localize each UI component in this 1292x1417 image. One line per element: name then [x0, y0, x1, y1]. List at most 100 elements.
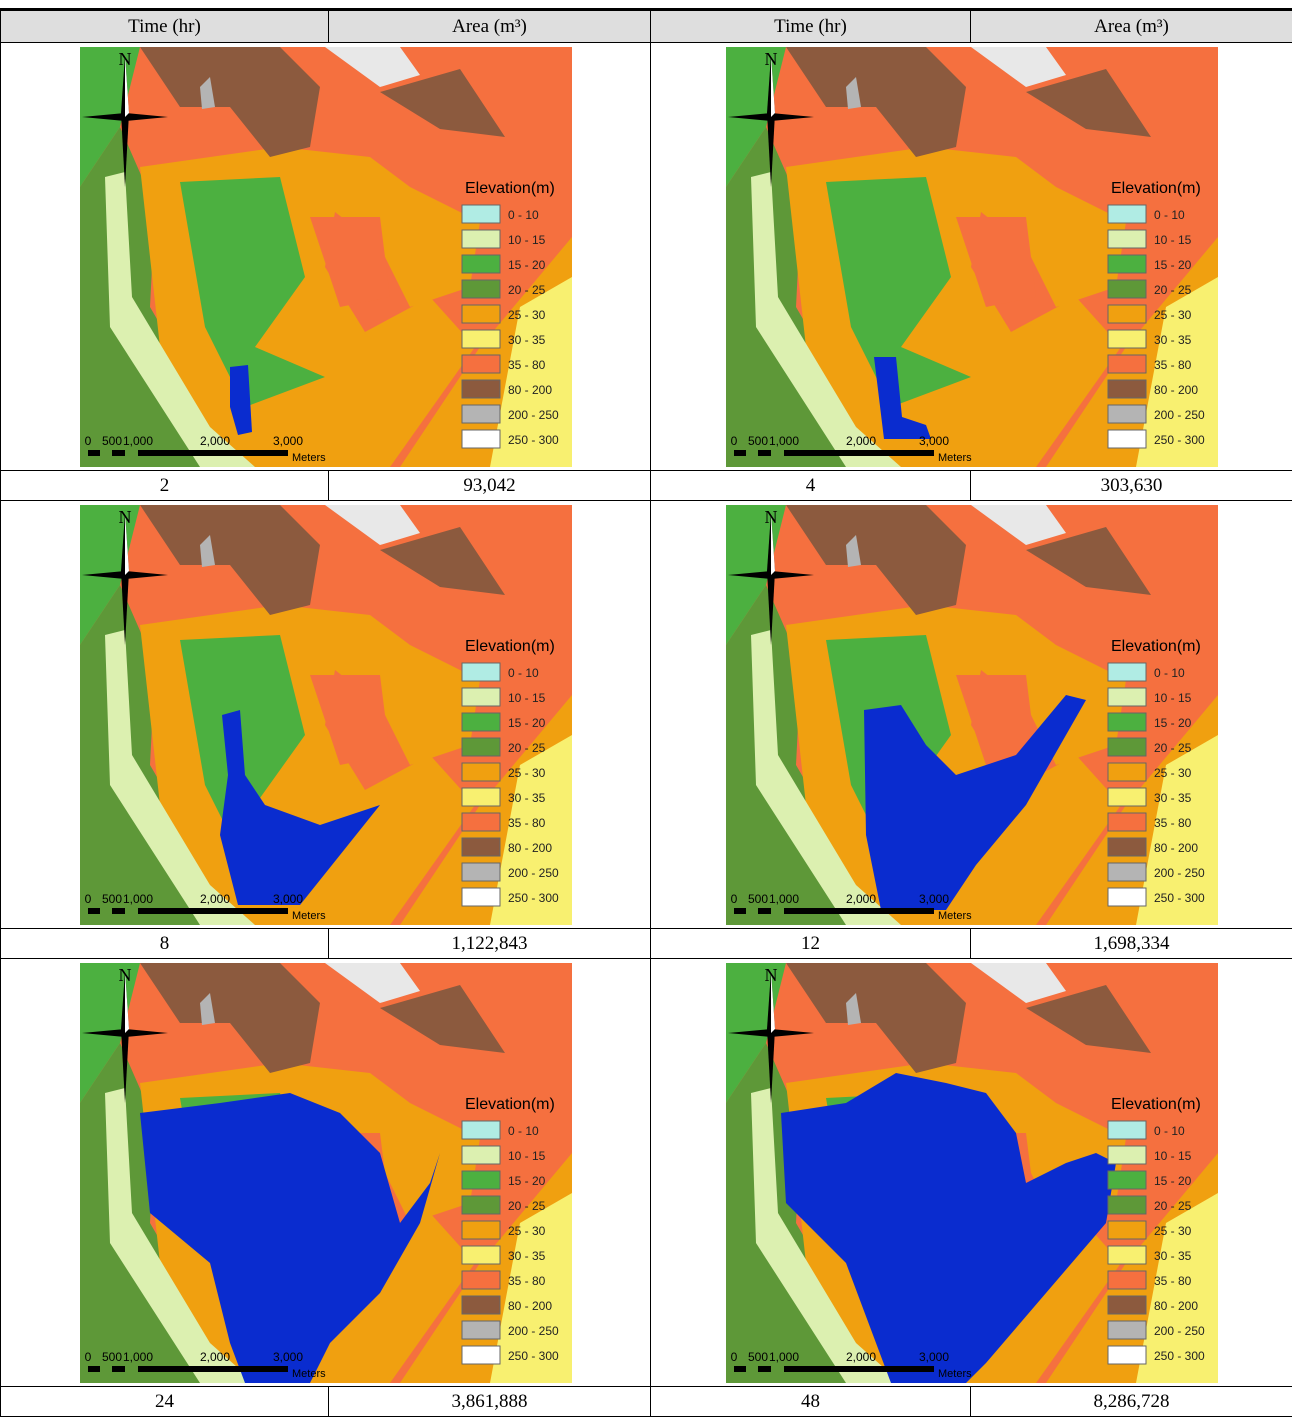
header-cell: Time (hr) — [651, 10, 971, 43]
legend-swatch — [462, 1346, 500, 1364]
legend-label: 20 - 25 — [508, 283, 546, 297]
time-cell: 8 — [1, 929, 329, 959]
legend-swatch — [1108, 813, 1146, 831]
scale-bar — [100, 908, 112, 914]
time-cell: 12 — [651, 929, 971, 959]
legend-label: 25 - 30 — [508, 1224, 546, 1238]
legend-label: 10 - 15 — [508, 1149, 546, 1163]
legend-label: 250 - 300 — [508, 1349, 559, 1363]
area-cell: 303,630 — [971, 471, 1292, 501]
header-cell: Time (hr) — [1, 10, 329, 43]
legend-label: 30 - 35 — [508, 333, 546, 347]
legend-label: 20 - 25 — [508, 741, 546, 755]
legend-swatch — [462, 1221, 500, 1239]
time-cell: 4 — [651, 471, 971, 501]
scale-label: 500 — [747, 892, 767, 906]
legend-swatch — [1108, 1221, 1146, 1239]
legend-label: 30 - 35 — [1154, 791, 1192, 805]
legend-label: 80 - 200 — [508, 1299, 552, 1313]
scale-label: 2,000 — [199, 434, 229, 448]
legend-label: 10 - 15 — [1154, 233, 1192, 247]
legend-label: 15 - 20 — [508, 1174, 546, 1188]
legend-swatch — [1108, 1171, 1146, 1189]
area-cell: 1,698,334 — [971, 929, 1292, 959]
scale-bar — [125, 908, 138, 914]
north-label: N — [764, 507, 777, 527]
scale-label: 2,000 — [845, 434, 875, 448]
legend-swatch — [462, 888, 500, 906]
scale-label: 3,000 — [272, 434, 302, 448]
legend-label: 80 - 200 — [1154, 1299, 1198, 1313]
north-label: N — [764, 49, 777, 69]
scale-label: 0 — [84, 434, 91, 448]
scale-bar — [125, 1366, 138, 1372]
legend-swatch — [462, 788, 500, 806]
legend-label: 0 - 10 — [1154, 666, 1185, 680]
scale-label: 1,000 — [768, 434, 798, 448]
legend-swatch — [462, 1171, 500, 1189]
area-cell: 8,286,728 — [971, 1387, 1292, 1417]
north-label: N — [118, 965, 131, 985]
scale-label: 0 — [84, 892, 91, 906]
legend-swatch — [462, 380, 500, 398]
legend-label: 35 - 80 — [508, 1274, 546, 1288]
legend-swatch — [1108, 1121, 1146, 1139]
scale-bar — [771, 450, 784, 456]
scale-label: 2,000 — [845, 892, 875, 906]
legend-swatch — [462, 355, 500, 373]
legend-swatch — [1108, 688, 1146, 706]
legend-swatch — [1108, 788, 1146, 806]
legend-swatch — [1108, 738, 1146, 756]
legend-swatch — [1108, 888, 1146, 906]
legend-swatch — [462, 1121, 500, 1139]
legend-label: 35 - 80 — [1154, 1274, 1192, 1288]
scale-label: 1,000 — [768, 1350, 798, 1364]
legend-swatch — [462, 838, 500, 856]
scale-unit: Meters — [938, 910, 972, 922]
legend-swatch — [462, 1246, 500, 1264]
legend-swatch — [1108, 863, 1146, 881]
legend-label: 15 - 20 — [508, 716, 546, 730]
legend-swatch — [1108, 230, 1146, 248]
scale-bar — [734, 450, 934, 456]
legend-swatch — [462, 305, 500, 323]
time-cell: 2 — [1, 471, 329, 501]
scale-label: 0 — [730, 434, 737, 448]
legend-label: 25 - 30 — [508, 766, 546, 780]
legend-label: 250 - 300 — [1154, 433, 1205, 447]
table-body: N Elevation(m) 0 - 10 10 - 15 15 - 20 20 - 25… — [1, 43, 1292, 1417]
scale-label: 3,000 — [918, 434, 948, 448]
legend-label: 25 - 30 — [508, 308, 546, 322]
scale-bar — [771, 908, 784, 914]
legend-label: 200 - 250 — [508, 1324, 559, 1338]
legend-swatch — [462, 1271, 500, 1289]
legend-swatch — [1108, 305, 1146, 323]
legend-swatch — [462, 330, 500, 348]
legend-swatch — [1108, 763, 1146, 781]
legend-label: 0 - 10 — [1154, 1124, 1185, 1138]
north-label: N — [118, 49, 131, 69]
legend-label: 80 - 200 — [1154, 383, 1198, 397]
legend-swatch — [462, 1146, 500, 1164]
time-cell: 48 — [651, 1387, 971, 1417]
scale-bar — [734, 1366, 934, 1372]
legend-label: 0 - 10 — [508, 208, 539, 222]
legend-swatch — [462, 763, 500, 781]
area-cell: 3,861,888 — [329, 1387, 651, 1417]
legend-title: Elevation(m) — [1111, 180, 1201, 197]
legend-label: 0 - 10 — [1154, 208, 1185, 222]
legend-label: 200 - 250 — [508, 866, 559, 880]
scale-label: 2,000 — [199, 892, 229, 906]
scale-bar — [100, 1366, 112, 1372]
legend-title: Elevation(m) — [465, 638, 555, 655]
scale-label: 0 — [84, 1350, 91, 1364]
legend-label: 30 - 35 — [508, 1249, 546, 1263]
